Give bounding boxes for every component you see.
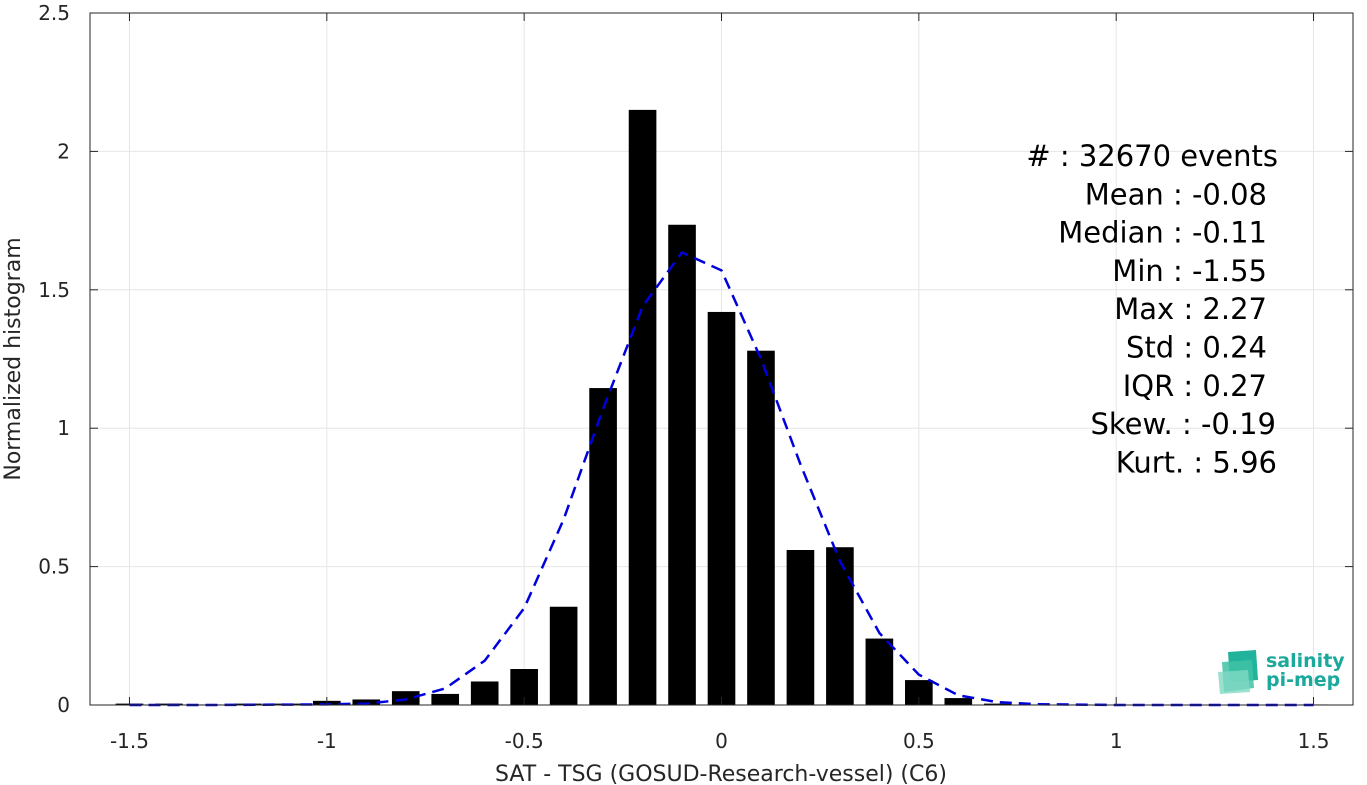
stat-line: IQR : 0.27 bbox=[1123, 369, 1267, 403]
histogram-bar bbox=[628, 109, 657, 705]
histogram-bar bbox=[826, 547, 854, 705]
logo-text-line2: pi-mep bbox=[1266, 669, 1340, 691]
tick-labels: -1.5 -1 -0.5 0 0.5 1 1.5 0 0.5 1 1.5 2 2.5 bbox=[38, 1, 1329, 753]
axis-ticks bbox=[90, 12, 1353, 706]
x-tick-label: 0 bbox=[715, 729, 728, 753]
histogram-bar bbox=[786, 549, 815, 705]
logo-mark-icon bbox=[1218, 650, 1258, 694]
stat-line: Std : 0.24 bbox=[1126, 331, 1267, 365]
stat-line: Mean : -0.08 bbox=[1085, 177, 1267, 211]
histogram-bar bbox=[747, 350, 775, 705]
histogram-bars bbox=[115, 109, 1328, 705]
histogram-bar bbox=[707, 311, 736, 705]
x-tick-label: 1.5 bbox=[1298, 729, 1330, 753]
logo-text-line1: salinity bbox=[1266, 650, 1345, 672]
histogram-bar bbox=[391, 691, 420, 705]
histogram-bar bbox=[470, 681, 499, 705]
y-axis-label: Normalized histogram bbox=[1, 237, 26, 480]
y-tick-label: 0.5 bbox=[38, 555, 70, 579]
stat-line: # : 32670 events bbox=[1026, 139, 1278, 173]
stat-line: Min : -1.55 bbox=[1112, 254, 1267, 288]
x-tick-label: -1 bbox=[317, 729, 337, 753]
y-tick-label: 2.5 bbox=[38, 1, 70, 25]
histogram-bar bbox=[668, 224, 696, 705]
x-tick-label: -0.5 bbox=[505, 729, 544, 753]
stat-line: Kurt. : 5.96 bbox=[1116, 445, 1277, 479]
histogram-bar bbox=[431, 693, 460, 705]
y-tick-label: 1.5 bbox=[38, 278, 70, 302]
histogram-bar bbox=[549, 606, 578, 705]
x-tick-label: -1.5 bbox=[110, 729, 149, 753]
histogram-bar bbox=[589, 388, 617, 705]
fit-curve bbox=[129, 250, 1314, 707]
x-tick-label: 1 bbox=[1110, 729, 1123, 753]
histogram-bar bbox=[944, 698, 973, 705]
y-tick-label: 0 bbox=[57, 693, 70, 717]
histogram-bar bbox=[983, 703, 1012, 705]
stat-line: Max : 2.27 bbox=[1114, 292, 1267, 326]
histogram-bar bbox=[352, 699, 381, 705]
stat-line: Skew. : -0.19 bbox=[1090, 407, 1276, 441]
x-axis-label: SAT - TSG (GOSUD-Research-vessel) (C6) bbox=[495, 762, 947, 785]
statistics-box: # : 32670 events Mean : -0.08 Median : -0.… bbox=[1026, 139, 1278, 479]
stat-line: Median : -0.11 bbox=[1058, 216, 1267, 250]
histogram-bar bbox=[865, 638, 894, 705]
y-tick-label: 2 bbox=[57, 139, 70, 163]
y-tick-label: 1 bbox=[57, 416, 70, 440]
salinity-pi-mep-logo: salinity pi-mep bbox=[1218, 650, 1345, 694]
x-tick-label: 0.5 bbox=[903, 729, 935, 753]
